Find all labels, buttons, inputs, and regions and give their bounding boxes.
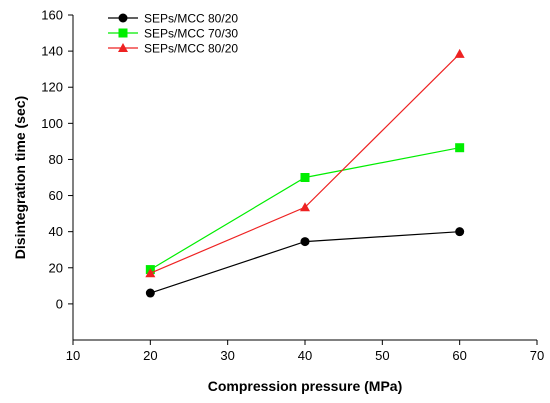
y-tick-label: 80 — [49, 152, 63, 167]
axes: 10 20 30 40 50 60 70 0 20 40 60 80 100 120 140 160 — [41, 8, 544, 364]
data-point — [455, 227, 465, 237]
data-point — [455, 143, 465, 153]
series-1 — [145, 227, 465, 298]
legend-label: SEPs/MCC 80/20 — [144, 42, 238, 56]
legend-entry: SEPs/MCC 70/30 — [108, 27, 238, 41]
y-tick-label: 120 — [41, 80, 63, 95]
legend-marker — [118, 28, 128, 38]
x-tick-label: 10 — [66, 348, 80, 363]
y-tick-label: 60 — [49, 188, 63, 203]
data-point — [300, 202, 310, 212]
legend-label: SEPs/MCC 80/20 — [144, 12, 238, 26]
x-tick-label: 20 — [143, 348, 157, 363]
legend-marker — [118, 13, 128, 23]
data-point — [454, 48, 465, 58]
legend-entry: SEPs/MCC 80/20 — [108, 12, 238, 26]
legend-entry: SEPs/MCC 80/20 — [108, 42, 238, 56]
x-tick-label: 50 — [375, 348, 389, 363]
x-tick-label: 70 — [530, 348, 544, 363]
x-tick-label: 60 — [452, 348, 466, 363]
x-tick-label: 40 — [298, 348, 312, 363]
y-tick-label: 140 — [41, 44, 63, 59]
series-3 — [145, 48, 465, 278]
y-tick-label: 100 — [41, 116, 63, 131]
x-axis-title: Compression pressure (MPa) — [208, 378, 403, 394]
x-tick-label: 30 — [220, 348, 234, 363]
data-point — [300, 237, 310, 247]
y-tick-label: 40 — [49, 224, 63, 239]
data-point — [300, 173, 310, 182]
data-point — [145, 268, 156, 278]
legend-marker — [118, 43, 128, 52]
plot-area — [145, 48, 465, 298]
y-axis-title: Disintegration time (sec) — [12, 96, 28, 259]
data-point — [145, 288, 155, 298]
y-tick-label: 20 — [49, 260, 63, 275]
y-tick-label: 160 — [41, 8, 63, 23]
y-tick-label: 0 — [56, 296, 63, 311]
legend-label: SEPs/MCC 70/30 — [144, 27, 238, 41]
